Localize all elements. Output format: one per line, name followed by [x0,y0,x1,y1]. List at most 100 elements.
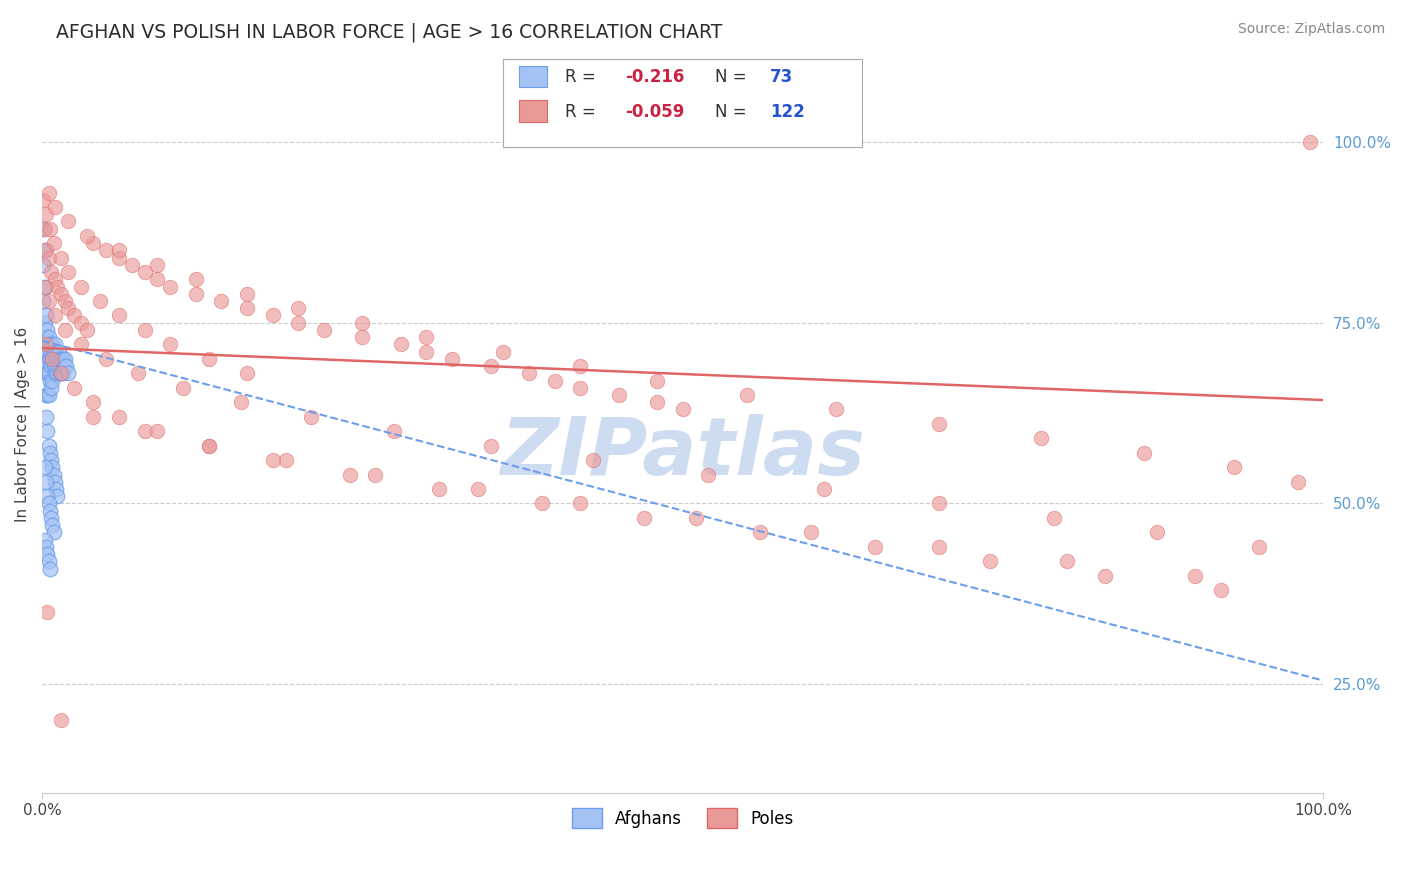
Point [427,482,450,496]
Point [146,272,169,286]
Point [339,467,361,482]
Point [1299,135,1322,149]
Point [1094,568,1116,582]
Point [415,344,437,359]
Point [1209,583,1232,598]
Point [262,453,284,467]
Point [645,395,668,409]
Point [34,460,56,475]
Point [108,244,131,258]
Point [44,272,66,286]
Point [35,409,58,424]
Point [41,351,63,366]
Point [1222,460,1244,475]
Point [37,547,59,561]
Point [53,323,76,337]
Point [46,279,69,293]
Point [441,351,464,366]
Point [51,714,73,728]
Point [697,467,720,482]
Point [42,525,65,540]
Point [38,561,60,575]
Point [35,330,58,344]
Legend: Afghans, Poles: Afghans, Poles [564,800,801,836]
Point [37,388,59,402]
Point [134,265,156,279]
Text: Source: ZipAtlas.com: Source: ZipAtlas.com [1237,22,1385,37]
Point [44,309,66,323]
Text: -0.059: -0.059 [626,103,685,121]
Point [38,221,60,235]
Point [52,366,75,380]
Point [49,366,72,380]
Point [748,525,770,540]
Point [236,366,259,380]
Point [56,265,79,279]
Point [274,453,297,467]
Point [63,381,86,395]
Point [52,359,75,373]
Point [38,503,60,517]
Point [928,496,950,510]
Point [45,344,67,359]
Point [32,293,55,308]
Point [38,446,60,460]
Point [34,244,56,258]
Point [39,381,62,395]
Point [108,309,131,323]
Point [96,244,118,258]
Point [32,221,55,235]
Point [312,323,335,337]
Point [146,424,169,438]
Point [35,244,58,258]
Point [134,424,156,438]
Point [35,207,58,221]
Point [1031,431,1053,445]
Point [262,309,284,323]
Point [184,272,207,286]
Text: 73: 73 [770,69,793,87]
Point [38,496,60,510]
Point [352,330,374,344]
Point [364,467,387,482]
Point [37,489,59,503]
Point [607,388,630,402]
Point [55,359,77,373]
Point [479,359,502,373]
Point [1056,554,1078,568]
Text: 122: 122 [770,103,804,121]
Point [35,366,58,380]
Point [38,186,60,200]
Point [82,236,104,251]
Point [69,316,91,330]
Text: R =: R = [565,69,600,87]
Point [38,366,60,380]
Point [63,309,86,323]
Point [34,316,56,330]
Point [108,251,131,265]
Point [517,366,540,380]
Point [479,439,502,453]
Point [299,409,322,424]
Point [825,402,848,417]
Point [35,475,58,489]
Point [35,388,58,402]
Point [159,279,181,293]
Point [46,489,69,503]
Point [35,337,58,351]
Point [34,337,56,351]
Point [46,351,69,366]
Point [41,518,63,533]
Point [672,402,695,417]
Point [569,359,592,373]
Point [96,351,118,366]
Point [38,351,60,366]
Point [229,395,252,409]
Point [41,337,63,351]
Point [38,351,60,366]
Point [44,366,66,380]
Point [645,374,668,388]
Point [56,214,79,228]
Point [41,351,63,366]
Text: AFGHAN VS POLISH IN LABOR FORCE | AGE > 16 CORRELATION CHART: AFGHAN VS POLISH IN LABOR FORCE | AGE > … [56,22,723,42]
